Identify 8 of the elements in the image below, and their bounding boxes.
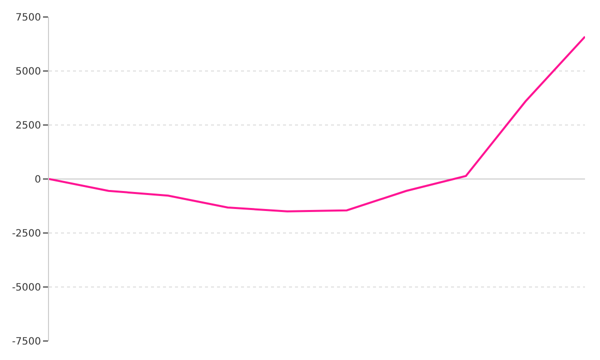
y-tick-label: 0 (34, 174, 41, 186)
line-series (49, 36, 585, 212)
y-tick-label: -7500 (12, 336, 41, 348)
y-tick-label: -2500 (12, 228, 41, 240)
y-tick-label: 2500 (16, 120, 41, 132)
y-tick-label: 5000 (16, 66, 41, 78)
y-tick-label: -5000 (12, 282, 41, 294)
y-tick-label: 7500 (16, 12, 41, 24)
